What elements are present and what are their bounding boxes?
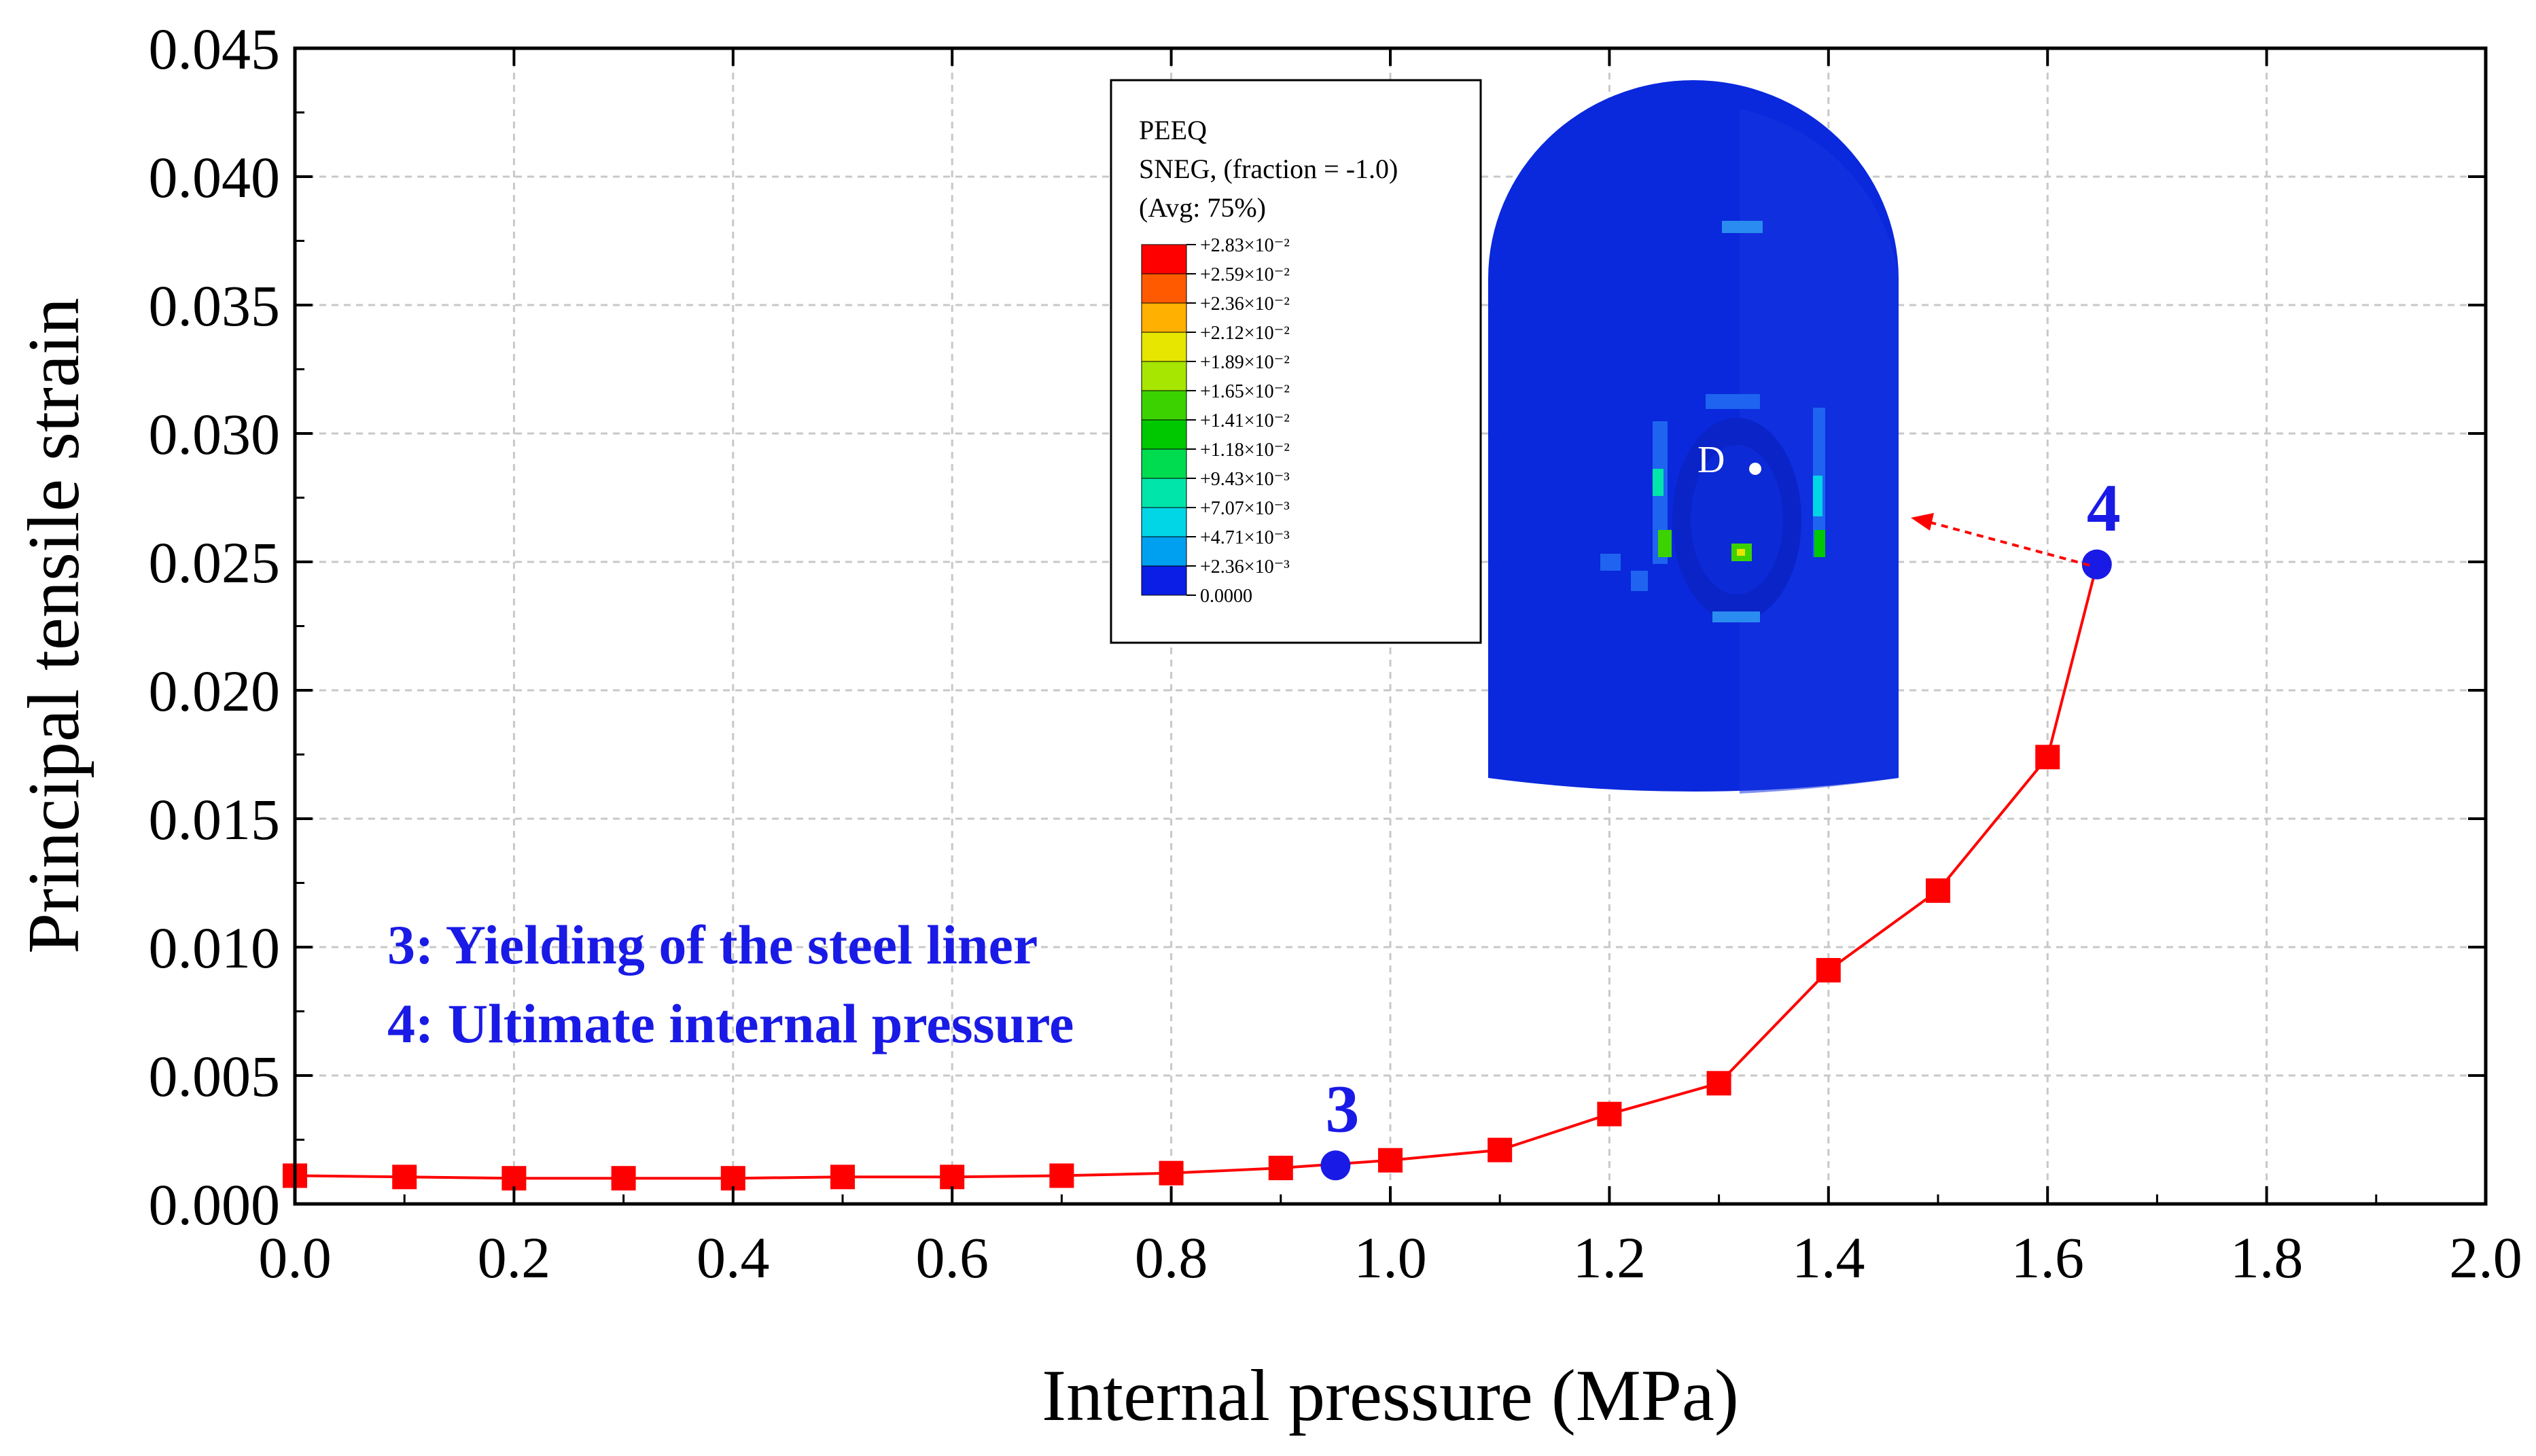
colorbar-swatch [1141, 332, 1187, 362]
x-axis-title: Internal pressure (MPa) [1042, 1355, 1739, 1436]
data-point-marker [1816, 958, 1841, 983]
colorbar-label: +2.36×10⁻² [1200, 294, 1290, 315]
y-tick-label: 0.040 [149, 145, 281, 210]
y-tick-labels: 0.000 0.005 0.010 0.015 0.020 0.025 0.030 0.035… [149, 16, 281, 1237]
y-tick-label: 0.010 [149, 915, 281, 980]
data-point-marker [2035, 745, 2060, 770]
x-tick-label: 1.0 [1354, 1225, 1427, 1290]
colorbar-label: +1.65×10⁻² [1200, 381, 1290, 402]
annotation-yielding: 3: Yielding of the steel liner [387, 914, 1038, 976]
highlight-label-4: 4 [2087, 470, 2121, 546]
x-tick-label: 0.6 [915, 1225, 989, 1290]
data-point-marker [392, 1165, 417, 1190]
y-tick-label: 0.045 [149, 16, 281, 82]
axes-ticks [294, 47, 2487, 1205]
x-tick-label: 0.0 [258, 1225, 332, 1290]
y-tick-label: 0.020 [149, 658, 281, 724]
highlight-label-3: 3 [1325, 1071, 1359, 1146]
x-tick-label: 0.8 [1135, 1225, 1208, 1290]
y-tick-label: 0.005 [149, 1044, 281, 1109]
data-point-marker [1487, 1137, 1513, 1162]
y-axis-title: Principal tensile strain [14, 298, 94, 954]
vessel-model: D [1488, 80, 1899, 794]
data-point-marker [1159, 1160, 1184, 1186]
x-tick-labels: 0.0 0.2 0.4 0.6 0.8 1.0 1.2 1.4 1.6 1.8 2.0 [258, 1225, 2522, 1290]
colorbar-swatch [1141, 302, 1187, 333]
legend-title-3: (Avg: 75%) [1139, 192, 1266, 223]
data-point-marker [830, 1165, 855, 1190]
x-tick-label: 0.2 [478, 1225, 551, 1290]
x-tick-label: 1.8 [2230, 1225, 2304, 1290]
colorbar-label: +2.83×10⁻² [1200, 235, 1290, 256]
colorbar-label: +1.41×10⁻² [1200, 410, 1290, 431]
colorbar-label: +2.36×10⁻³ [1200, 556, 1290, 578]
point-d-label: D [1697, 439, 1725, 481]
legend-title-2: SNEG, (fraction = -1.0) [1139, 154, 1398, 184]
y-tick-label: 0.035 [149, 273, 281, 338]
colorbar-label: +1.18×10⁻² [1200, 440, 1290, 461]
colorbar-label: +4.71×10⁻³ [1200, 527, 1290, 548]
highlight-point-4 [2081, 549, 2112, 580]
colorbar-swatch [1141, 361, 1187, 391]
x-tick-label: 1.2 [1573, 1225, 1646, 1290]
data-point-marker [1378, 1148, 1403, 1173]
colorbar-swatch [1141, 244, 1187, 274]
colorbar-swatch [1141, 565, 1187, 596]
series-line [294, 564, 2098, 1180]
highlight-point-3 [1320, 1150, 1351, 1181]
data-point-marker [611, 1166, 636, 1191]
colorbar-label: +7.07×10⁻³ [1200, 498, 1290, 519]
data-point-marker [940, 1165, 965, 1190]
peeq-legend: PEEQ SNEG, (fraction = -1.0) (Avg: 75%) … [1110, 79, 1482, 644]
x-tick-label: 2.0 [2449, 1225, 2522, 1290]
data-point-marker [1268, 1156, 1293, 1181]
colorbar-swatch [1141, 507, 1187, 537]
colorbar-label: +2.59×10⁻² [1200, 264, 1290, 285]
x-tick-label: 1.4 [1792, 1225, 1865, 1290]
data-point-marker [1597, 1101, 1622, 1126]
callout-arrow [1911, 513, 2090, 567]
data-point-marker [1926, 878, 1950, 903]
data-point-marker [1049, 1163, 1074, 1188]
fe-model-inset: D PEEQ SNEG, (fraction = -1.0) (Avg: 75%… [1110, 79, 1899, 794]
y-tick-label: 0.025 [149, 530, 281, 595]
colorbar-label: 0.0000 [1200, 586, 1252, 607]
data-point-marker [1706, 1071, 1731, 1096]
y-tick-label: 0.030 [149, 402, 281, 467]
colorbar-swatch [1141, 419, 1187, 450]
y-tick-label: 0.000 [149, 1172, 281, 1237]
point-d-marker [1749, 463, 1761, 475]
x-tick-label: 1.6 [2011, 1225, 2084, 1290]
colorbar-swatch [1141, 390, 1187, 421]
y-tick-label: 0.015 [149, 787, 281, 852]
annotation-ultimate: 4: Ultimate internal pressure [387, 993, 1074, 1054]
colorbar-swatch [1141, 536, 1187, 567]
colorbar-swatch [1141, 478, 1187, 508]
colorbar-label: +9.43×10⁻³ [1200, 469, 1290, 490]
colorbar-label: +1.89×10⁻² [1200, 352, 1290, 373]
colorbar-swatch [1141, 448, 1187, 479]
legend-title-1: PEEQ [1139, 115, 1207, 145]
colorbar-label: +2.12×10⁻² [1200, 323, 1290, 344]
colorbar-swatch [1141, 273, 1187, 304]
colorbar: +2.83×10⁻² +2.59×10⁻² +2.36×10⁻² +2.12×10⁻²… [1141, 235, 1290, 607]
x-tick-label: 0.4 [697, 1225, 770, 1290]
